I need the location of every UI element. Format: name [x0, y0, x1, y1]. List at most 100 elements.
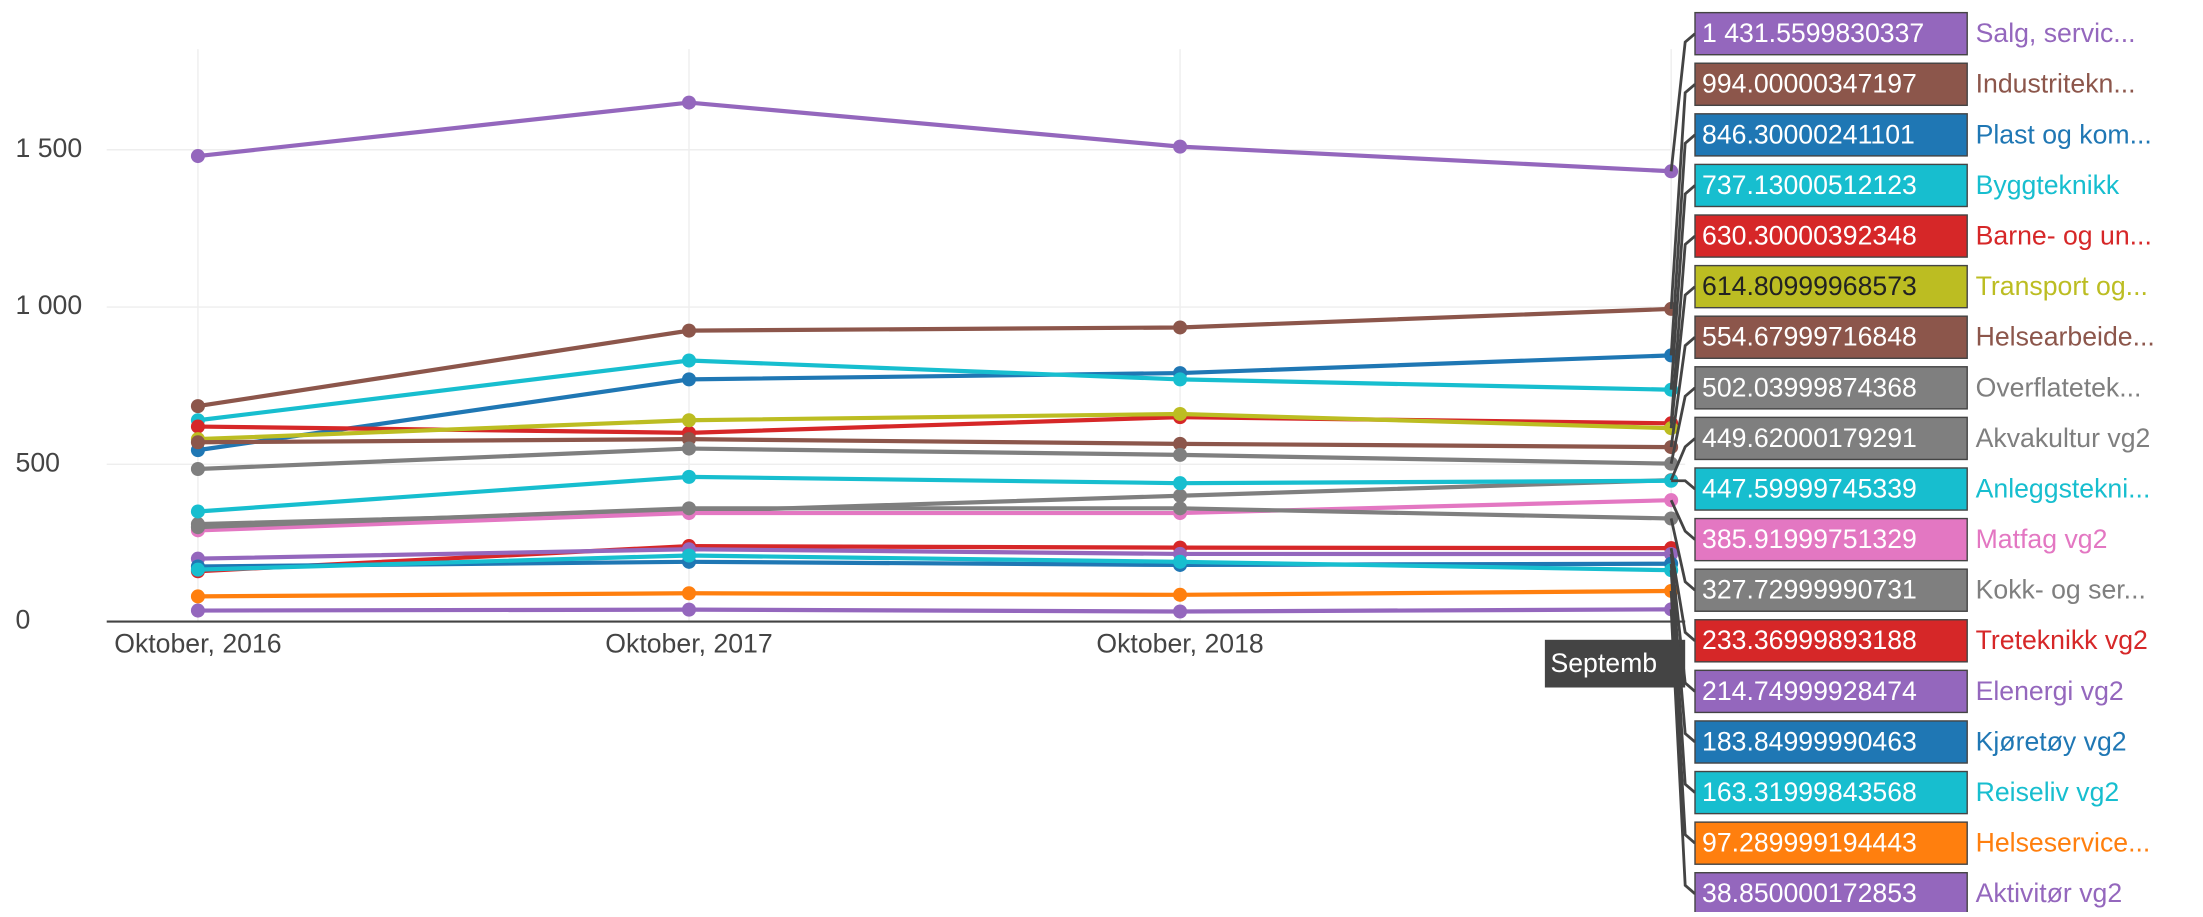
series-line: [197, 543, 1672, 574]
hover-value: 385.91999751329: [1702, 524, 1917, 554]
hover-value: 163.31999843568: [1702, 777, 1917, 807]
hover-value: 447.59999745339: [1702, 473, 1917, 503]
hover-box: [1694, 669, 1968, 714]
point: [190, 399, 205, 414]
hover-value: 183.84999990463: [1702, 726, 1917, 756]
x-tick-label: Oktober, 2018: [1096, 628, 1263, 658]
series-line: [197, 358, 1672, 423]
point: [1173, 436, 1188, 451]
point: [1173, 139, 1188, 154]
legend-name: Kokk- og ser...: [1976, 575, 2146, 605]
point: [1173, 554, 1188, 569]
hover-value: 846.30000241101: [1702, 119, 1915, 149]
hover-box: [1694, 62, 1968, 107]
point: [681, 469, 697, 484]
series-line: [197, 588, 1672, 599]
legend-name: Matfag vg2: [1976, 524, 2108, 554]
x-tick-label: Oktober, 2017: [605, 628, 772, 658]
point: [681, 586, 697, 601]
hover-box: [1694, 821, 1968, 865]
point: [1173, 372, 1188, 387]
legend-name: Salg, servic...: [1976, 18, 2136, 48]
hover-pointer: [1669, 336, 1696, 448]
hover-pointer: [1669, 437, 1696, 481]
point: [681, 501, 697, 516]
legend-name: Anleggstekni...: [1976, 473, 2151, 503]
hover-x-box: [1544, 639, 1686, 688]
hover-pointer: [1669, 285, 1696, 429]
series-line: [197, 446, 1672, 472]
hover-pointer: [1669, 570, 1696, 794]
point: [681, 372, 697, 387]
point: [1173, 587, 1188, 602]
series-line: [197, 306, 1672, 409]
x-tick-label: Oktober, 2016: [114, 628, 281, 658]
hover-box: [1694, 568, 1968, 612]
series-line: [197, 547, 1672, 561]
series-line: [197, 411, 1672, 442]
legend-name: Helseservice...: [1976, 828, 2151, 858]
hover-pointer: [1669, 386, 1696, 464]
hover-pointer: [1669, 133, 1696, 356]
point: [1173, 604, 1188, 619]
point: [190, 435, 205, 450]
hover-value: 233.36999893188: [1702, 625, 1917, 655]
hover-pointer: [1669, 553, 1696, 693]
hover-value: 614.80999968573: [1702, 271, 1917, 301]
point: [190, 149, 205, 164]
legend-name: Treteknikk vg2: [1976, 625, 2148, 655]
hover-box: [1694, 264, 1968, 309]
point: [681, 95, 697, 110]
y-tick-label: 1 000: [16, 290, 83, 320]
hover-pointer: [1669, 590, 1696, 845]
legend-name: Byggteknikk: [1976, 170, 2120, 200]
hover-box: [1694, 619, 1968, 663]
series-line: [197, 506, 1672, 530]
point: [681, 602, 697, 617]
hover-value: 38.850000172853: [1702, 878, 1917, 908]
hover-value: 994.00000347197: [1702, 69, 1917, 99]
legend-name: Akvakultur vg2: [1976, 423, 2151, 453]
legend-name: Transport og...: [1976, 271, 2148, 301]
series-line: [197, 607, 1672, 614]
legend-name: Helsearbeide...: [1976, 322, 2155, 352]
series-line: [197, 353, 1672, 453]
hover-box: [1694, 872, 1968, 916]
series-line: [197, 498, 1672, 533]
hover-box: [1694, 770, 1968, 815]
series-line: [197, 437, 1672, 450]
hover-box: [1694, 467, 1968, 511]
hover-pointer: [1669, 234, 1696, 424]
hover-value: 630.30000392348: [1702, 220, 1917, 250]
hover-box: [1694, 113, 1968, 157]
hover-pointer: [1669, 83, 1696, 310]
hover-box: [1694, 366, 1968, 410]
hover-pointer: [1669, 547, 1696, 642]
hover-box: [1694, 163, 1968, 208]
hover-box: [1694, 214, 1968, 258]
series-line: [197, 100, 1672, 174]
legend-name: Aktivitør vg2: [1976, 878, 2123, 908]
point: [190, 504, 205, 519]
hover-pointer: [1669, 518, 1696, 592]
point: [681, 413, 697, 428]
legend-name: Plast og kom...: [1976, 119, 2152, 149]
hover-value: 737.13000512123: [1702, 170, 1917, 200]
point: [190, 520, 205, 535]
hover-pointer: [1669, 609, 1696, 895]
hover-box: [1694, 315, 1968, 359]
point: [681, 441, 697, 456]
hover-x-label: Septemb: [1550, 648, 1657, 678]
legend-name: Elenergi vg2: [1976, 676, 2124, 706]
hover-value: 449.62000179291: [1702, 423, 1917, 453]
series-line: [197, 474, 1672, 514]
point: [1173, 320, 1188, 335]
hover-value: 214.74999928474: [1702, 676, 1917, 706]
y-tick-label: 1 500: [16, 133, 83, 163]
point: [1173, 488, 1188, 503]
hover-box: [1694, 517, 1968, 562]
point: [190, 562, 205, 577]
legend-name: Industritekn...: [1976, 69, 2136, 99]
hover-value: 1 431.5599830337: [1702, 18, 1924, 48]
